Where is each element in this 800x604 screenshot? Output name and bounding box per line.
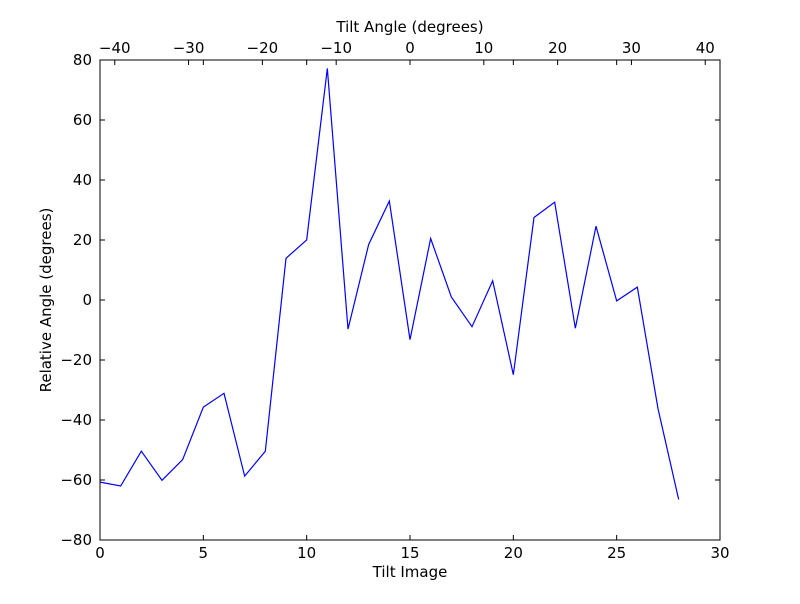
y-tick-label: −80	[60, 531, 92, 549]
x-tick-label: 20	[504, 544, 523, 562]
x-tick-label: 0	[95, 544, 105, 562]
top-tick-label: −40	[99, 39, 131, 57]
top-tick-label: 30	[622, 39, 641, 57]
top-tick-label: −30	[173, 39, 205, 57]
y-tick-label: −40	[60, 411, 92, 429]
top-tick-label: 20	[548, 39, 567, 57]
y-tick-label: 20	[73, 231, 92, 249]
x-tick-label: 10	[297, 544, 316, 562]
y-axis-label: Relative Angle (degrees)	[37, 208, 55, 393]
y-tick-label: 60	[73, 111, 92, 129]
x-tick-label: 15	[400, 544, 419, 562]
ticks-layer	[99, 59, 721, 541]
x-tick-label: 5	[199, 544, 209, 562]
labels-layer: 0 5 10 15 20 25 30 −40 −30 −20 −10 0 10 20 30 40 −80 −60 −…	[60, 39, 729, 562]
y-tick-label: 40	[73, 171, 92, 189]
x-tick-label: 30	[710, 544, 729, 562]
top-tick-label: 0	[405, 39, 415, 57]
y-tick-label: −20	[60, 351, 92, 369]
x-axis-label: Tilt Image	[372, 563, 448, 581]
top-tick-label: −10	[320, 39, 352, 57]
series-line	[99, 68, 680, 500]
series-layer	[99, 68, 680, 500]
top-tick-label: −20	[247, 39, 279, 57]
y-tick-label: −60	[60, 471, 92, 489]
top-tick-label: 10	[474, 39, 493, 57]
top-axis-label: Tilt Angle (degrees)	[335, 18, 483, 36]
x-tick-label: 25	[607, 544, 626, 562]
y-tick-label: 80	[73, 51, 92, 69]
top-tick-label: 40	[696, 39, 715, 57]
y-tick-label: 0	[82, 291, 92, 309]
